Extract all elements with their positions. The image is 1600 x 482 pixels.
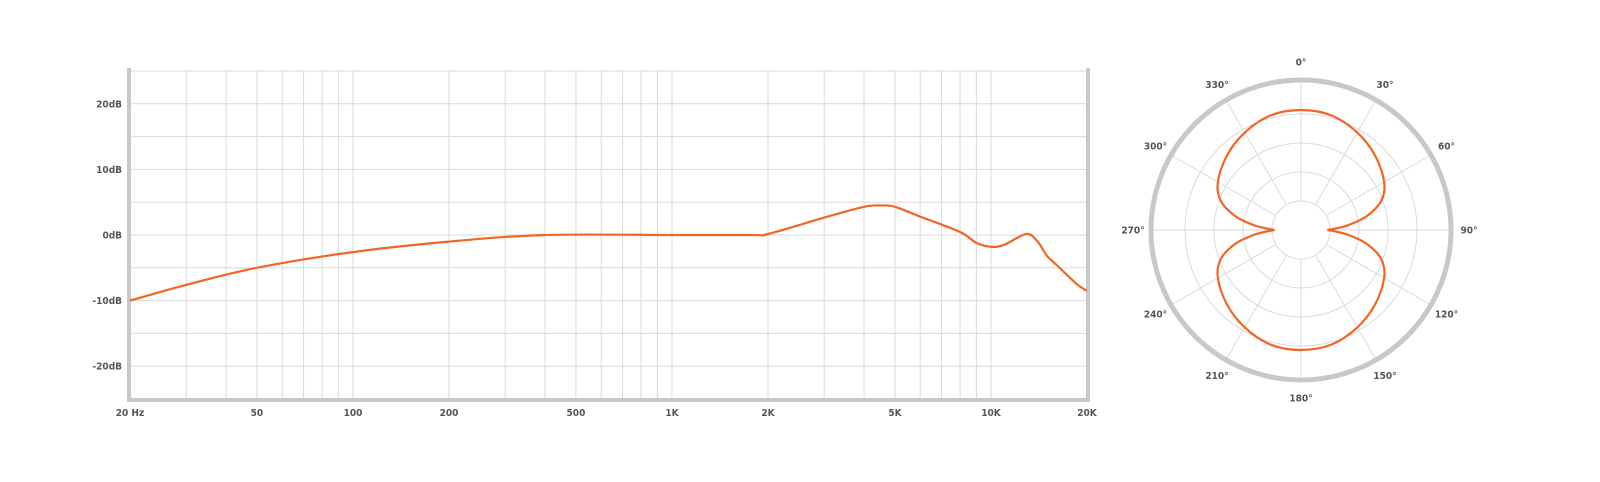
angle-label: 60°: [1438, 142, 1455, 153]
polar-outer-ring: [1148, 77, 1454, 383]
angle-label: 30°: [1376, 80, 1393, 91]
x-tick-label: 20K: [1077, 408, 1098, 419]
frequency-response-line: [129, 204, 1088, 302]
polar-spoke: [1225, 99, 1287, 206]
angle-label: 210°: [1205, 371, 1228, 382]
y-tick-label: 10dB: [96, 165, 122, 176]
y-tick-label: -10dB: [92, 296, 122, 307]
axes: [127, 68, 1090, 402]
x-tick-label: 20 Hz: [116, 408, 144, 419]
x-tick-label: 200: [440, 408, 459, 419]
x-tick-label: 5K: [888, 408, 902, 419]
angle-label: 120°: [1435, 310, 1458, 321]
polar-spoke: [1315, 254, 1377, 361]
y-tick-label: -20dB: [92, 362, 122, 373]
y-tick-label: 20dB: [96, 99, 122, 110]
frequency-response-chart: 20 Hz 50 100 200 500 1K 2K 5K 10K 20K 20dB 10dB 0dB -…: [92, 68, 1098, 419]
x-tick-label: 1K: [665, 408, 679, 419]
angle-label: 240°: [1144, 310, 1167, 321]
x-tick-label: 100: [344, 408, 363, 419]
x-tick-label: 500: [567, 408, 586, 419]
polar-pattern-line: [1216, 108, 1386, 352]
angle-label: 90°: [1460, 226, 1477, 237]
polar-ring: [1271, 200, 1331, 260]
polar-spoke: [1315, 99, 1377, 206]
polar-pattern-chart: 0° 30° 60° 90° 120° 150° 180° 210° 240° 270° 300° 3…: [1121, 58, 1477, 405]
tick-labels: 20 Hz 50 100 200 500 1K 2K 5K 10K 20K 20dB 10dB 0dB -…: [92, 99, 1097, 419]
polar-spoke: [1170, 154, 1277, 216]
polar-spoke: [1170, 244, 1277, 306]
angle-label: 330°: [1205, 80, 1228, 91]
polar-grid: [1148, 77, 1454, 383]
angle-labels: 0° 30° 60° 90° 120° 150° 180° 210° 240° 270° 300° 3…: [1121, 58, 1477, 405]
angle-label: 0°: [1296, 58, 1307, 69]
polar-spoke: [1225, 254, 1287, 361]
angle-label: 300°: [1144, 142, 1167, 153]
angle-label: 150°: [1373, 371, 1396, 382]
angle-label: 270°: [1121, 226, 1144, 237]
polar-spoke: [1325, 244, 1432, 306]
x-tick-label: 50: [251, 408, 264, 419]
polar-spoke: [1325, 154, 1432, 216]
x-tick-label: 2K: [761, 408, 775, 419]
x-tick-label: 10K: [981, 408, 1002, 419]
y-tick-label: 0dB: [102, 231, 122, 242]
angle-label: 180°: [1289, 394, 1312, 405]
